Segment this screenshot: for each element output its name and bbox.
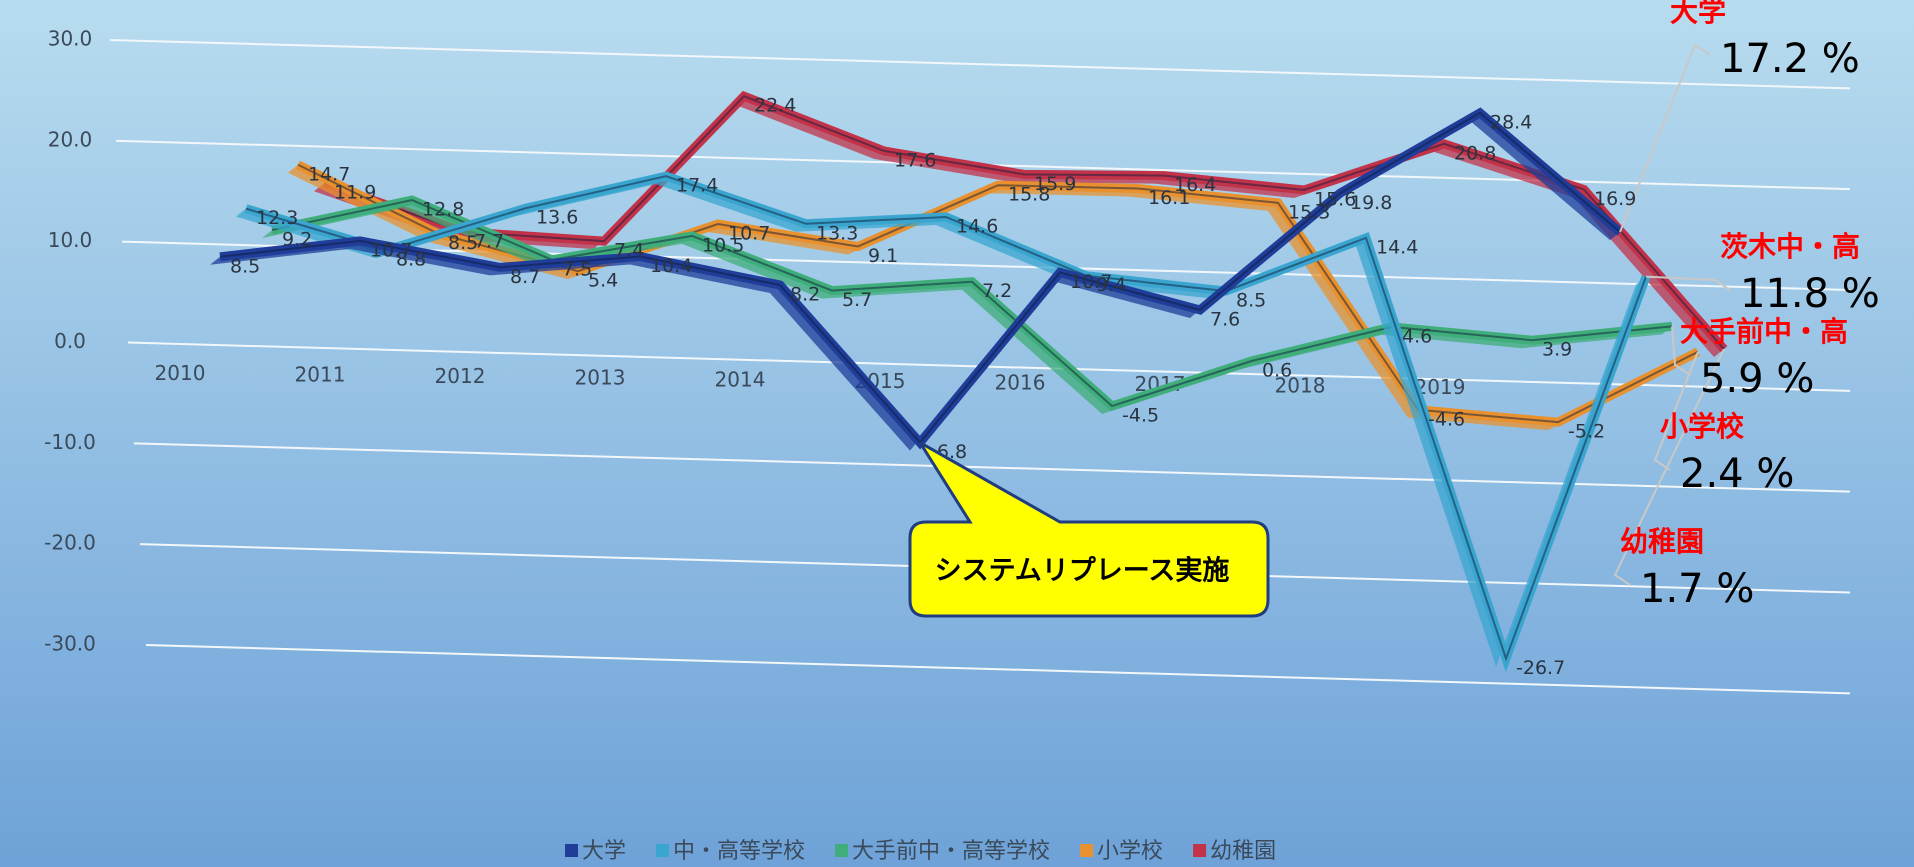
callout-label: 5.9 % (1700, 356, 1814, 402)
x-tick-label: 2011 (295, 363, 346, 387)
legend-label: 大学 (582, 839, 626, 864)
callout-label: 2.4 % (1680, 451, 1794, 497)
grid-line (109, 39, 1851, 90)
data-label: 15.6 (1314, 188, 1356, 210)
data-label: 14.4 (1376, 236, 1418, 258)
data-label: 11.9 (334, 182, 376, 204)
data-label: 5.4 (588, 270, 618, 292)
data-label: 9.2 (282, 229, 312, 251)
legend-swatch (835, 844, 849, 857)
series-edge (245, 175, 1647, 662)
data-label: 17.6 (894, 149, 936, 171)
data-label: 10.7 (370, 239, 412, 261)
data-label: 9.1 (868, 245, 898, 267)
y-tick-label: 30.0 (48, 27, 93, 51)
legend-label: 中・高等学校 (673, 839, 805, 864)
data-label: -4.6 (1428, 408, 1465, 430)
legend-swatch (1080, 844, 1094, 857)
data-label: 9.4 (1096, 274, 1126, 296)
data-label: 7.5 (562, 258, 592, 280)
data-label: 14.7 (308, 163, 350, 185)
data-label: 8.8 (396, 249, 426, 271)
data-label: -5.2 (1568, 421, 1605, 443)
legend-swatch (565, 844, 578, 857)
legend-label: 小学校 (1097, 839, 1163, 864)
callout-label: 11.8 % (1740, 271, 1880, 317)
callout-name: 大手前中・高 (1680, 315, 1848, 348)
data-label: 13.6 (536, 207, 578, 229)
data-label: 17.4 (676, 175, 718, 197)
legend-swatch (1193, 844, 1207, 857)
callout-leader (1619, 43, 1711, 233)
y-tick-label: 10.0 (48, 228, 93, 252)
callout-label: 17.2 % (1720, 36, 1860, 82)
annotation-text: システムリプレース実施 (935, 555, 1230, 587)
legend-label: 幼稚園 (1210, 839, 1276, 864)
data-label: 7.6 (1210, 308, 1240, 330)
y-tick-label: -10.0 (44, 430, 96, 454)
callout-label: 1.7 % (1640, 566, 1754, 612)
callout-name: 小学校 (1660, 410, 1745, 443)
data-label: 13.3 (816, 222, 858, 244)
data-label: 8.5 (230, 255, 260, 277)
data-label: 7.7 (474, 230, 504, 252)
data-label: 10.4 (650, 255, 692, 277)
data-label: 12.8 (422, 199, 464, 221)
callout-name: 大学 (1670, 0, 1726, 28)
data-label: 4.6 (1402, 325, 1432, 347)
data-label: 28.4 (1490, 111, 1532, 133)
data-label: 10.5 (702, 234, 744, 256)
data-label: 8.7 (510, 266, 540, 288)
data-label: 8.5 (448, 232, 478, 254)
data-label: -26.7 (1516, 657, 1565, 679)
data-label: 19.8 (1350, 192, 1392, 214)
grid-line (145, 644, 1851, 695)
legend-label: 大手前中・高等学校 (852, 839, 1050, 864)
data-label: 10.7 (728, 223, 770, 245)
data-label: 20.8 (1454, 142, 1496, 164)
data-label: 15.9 (1034, 173, 1076, 195)
data-label: 15.3 (1288, 201, 1330, 223)
callout-leader (1645, 275, 1731, 291)
data-label: 7.4 (614, 240, 644, 262)
y-tick-label: 0.0 (54, 329, 86, 353)
x-tick-label: 2012 (435, 364, 486, 388)
data-label: 8.5 (1236, 290, 1266, 312)
x-tick-label: 2018 (1275, 374, 1326, 398)
data-label: 7.2 (982, 280, 1012, 302)
y-tick-label: -30.0 (44, 632, 96, 656)
data-label: 12.3 (256, 207, 298, 229)
grid-line (127, 341, 1851, 392)
data-label: 3.9 (1542, 339, 1572, 361)
data-label: 10.7 (1070, 271, 1112, 293)
data-label: 0.6 (1262, 359, 1292, 381)
y-tick-label: 20.0 (48, 127, 93, 151)
y-tick-label: -20.0 (44, 531, 96, 555)
annotation-callout (908, 441, 1270, 618)
data-label: 16.4 (1174, 174, 1216, 196)
data-label: 16.9 (1594, 188, 1636, 210)
data-label: 15.8 (1008, 184, 1050, 206)
callout-leader (1653, 351, 1699, 471)
series-edge (323, 95, 1725, 350)
data-label: 22.4 (754, 95, 796, 117)
data-label: 16.1 (1148, 187, 1190, 209)
callout-name: 幼稚園 (1620, 525, 1704, 558)
series-edge (271, 199, 1673, 408)
data-label: 8.2 (790, 284, 820, 306)
x-tick-label: 2010 (155, 361, 206, 385)
data-label: 14.6 (956, 215, 998, 237)
data-label: -4.5 (1122, 405, 1159, 427)
callout-leader (1613, 348, 1725, 586)
callout-name: 茨木中・高 (1720, 230, 1860, 263)
callout-leader (1671, 326, 1691, 376)
x-tick-label: 2013 (575, 366, 626, 390)
x-tick-label: 2014 (715, 367, 766, 391)
x-tick-label: 2016 (995, 370, 1046, 394)
legend-swatch (656, 844, 670, 857)
data-label: 5.7 (842, 289, 872, 311)
